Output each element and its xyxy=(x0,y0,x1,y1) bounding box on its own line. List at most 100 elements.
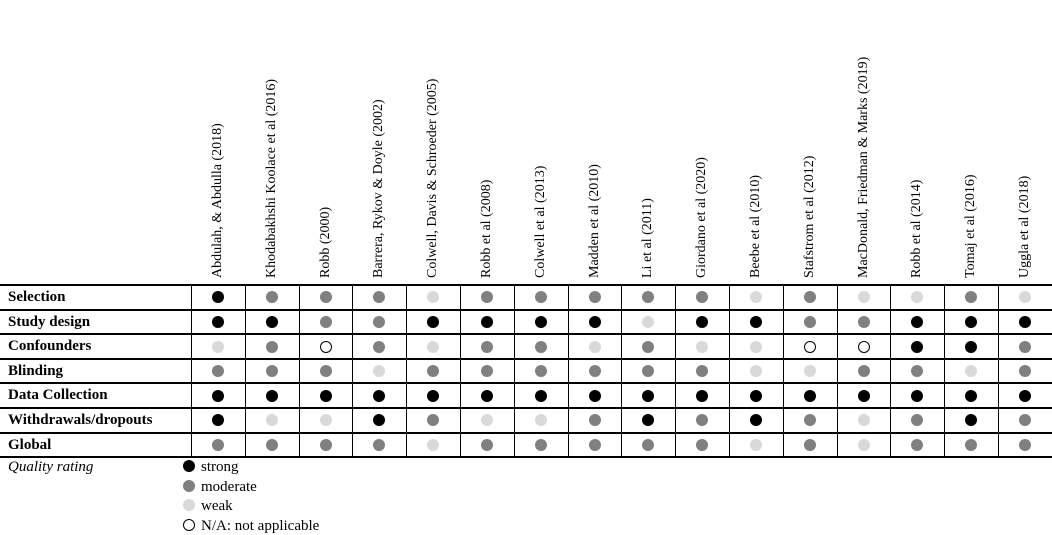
row-label: Study design xyxy=(8,313,91,330)
rating-dot-strong xyxy=(857,389,870,402)
rating-dot-moderate xyxy=(211,365,224,378)
rating-dot-moderate xyxy=(911,365,924,378)
rating-dot-moderate xyxy=(588,414,601,427)
row-label: Selection xyxy=(8,289,66,305)
rating-dot-moderate xyxy=(427,414,440,427)
rating-dot-moderate xyxy=(696,365,709,378)
rating-dot-weak xyxy=(1018,291,1031,304)
row-divider xyxy=(0,407,1052,409)
column-divider xyxy=(837,285,838,458)
legend-dot-moderate xyxy=(183,479,195,492)
row-divider xyxy=(0,308,1052,311)
rating-dot-strong xyxy=(588,389,601,402)
rating-dot-weak xyxy=(696,340,709,353)
legend-item-weak: weak xyxy=(183,497,233,515)
legend-label: strong xyxy=(201,459,239,475)
rating-dot-weak xyxy=(857,414,870,427)
rating-dot-strong xyxy=(534,389,547,402)
rating-dot-moderate xyxy=(1018,365,1031,378)
rating-dot-weak xyxy=(319,414,332,427)
rating-dot-weak xyxy=(749,365,762,378)
rating-dot-strong xyxy=(965,315,978,328)
rating-dot-strong xyxy=(1018,315,1031,328)
column-divider xyxy=(352,285,353,458)
rating-dot-moderate xyxy=(265,291,278,304)
rating-dot-moderate xyxy=(1018,438,1031,451)
rating-dot-weak xyxy=(427,438,440,451)
rating-dot-weak xyxy=(965,365,978,378)
rating-dot-strong xyxy=(911,315,924,328)
column-divider xyxy=(675,285,676,458)
rating-dot-strong xyxy=(265,315,278,328)
rating-dot-strong xyxy=(911,340,924,353)
rating-dot-moderate xyxy=(534,340,547,353)
rating-dot-strong xyxy=(211,291,224,304)
column-divider xyxy=(406,285,407,458)
rating-dot-strong xyxy=(749,389,762,402)
rating-dot-moderate xyxy=(696,438,709,451)
rating-dot-moderate xyxy=(588,438,601,451)
column-divider xyxy=(890,285,891,458)
rating-dot-moderate xyxy=(319,291,332,304)
rating-dot-moderate xyxy=(1018,414,1031,427)
column-header: Barrera, Rykov & Doyle (2002) xyxy=(371,99,387,278)
rating-dot-strong xyxy=(803,389,816,402)
column-header: Uggla et al (2018) xyxy=(1016,175,1032,278)
column-header: Robb et al (2008) xyxy=(478,179,494,278)
rating-dot-strong xyxy=(696,389,709,402)
rating-dot-strong xyxy=(427,389,440,402)
rating-dot-moderate xyxy=(265,340,278,353)
column-header: Khodabakhshi Koolace et al (2016) xyxy=(263,78,279,278)
rating-dot-moderate xyxy=(911,438,924,451)
rating-dot-strong xyxy=(911,389,924,402)
rating-dot-moderate xyxy=(211,438,224,451)
rating-dot-moderate xyxy=(803,315,816,328)
legend-title: Quality rating xyxy=(8,459,94,475)
rating-dot-moderate xyxy=(373,438,386,451)
rating-dot-strong xyxy=(534,315,547,328)
legend-item-na: N/A: not applicable xyxy=(183,517,319,535)
rating-dot-strong xyxy=(211,315,224,328)
column-divider xyxy=(568,285,569,458)
rating-dot-moderate xyxy=(319,315,332,328)
column-header: MacDonald, Friedman & Marks (2019) xyxy=(855,56,871,278)
legend-label: moderate xyxy=(201,478,257,495)
column-divider xyxy=(460,285,461,458)
rating-dot-strong xyxy=(427,315,440,328)
rating-dot-moderate xyxy=(373,315,386,328)
rating-dot-na xyxy=(857,340,870,353)
rating-dot-moderate xyxy=(642,365,655,378)
rating-dot-weak xyxy=(803,365,816,378)
rating-dot-moderate xyxy=(857,315,870,328)
legend-item-strong: strong xyxy=(183,458,239,476)
column-header: Abdulah, & Abdulla (2018) xyxy=(209,123,225,278)
rating-dot-moderate xyxy=(1018,340,1031,353)
column-header: Beebe et al (2010) xyxy=(747,174,763,278)
rating-dot-strong xyxy=(480,315,493,328)
rating-dot-weak xyxy=(749,438,762,451)
rating-dot-weak xyxy=(588,340,601,353)
legend-item-moderate: moderate xyxy=(183,478,257,496)
rating-dot-strong xyxy=(965,340,978,353)
rating-dot-moderate xyxy=(319,438,332,451)
legend-dot-strong xyxy=(183,460,195,472)
rating-dot-weak xyxy=(749,291,762,304)
rating-dot-weak xyxy=(642,315,655,328)
rating-dot-moderate xyxy=(803,414,816,427)
rating-dot-weak xyxy=(427,340,440,353)
rating-dot-moderate xyxy=(965,291,978,304)
rating-dot-moderate xyxy=(588,365,601,378)
rating-dot-moderate xyxy=(642,438,655,451)
row-divider xyxy=(0,357,1052,360)
rating-dot-moderate xyxy=(911,414,924,427)
rating-dot-weak xyxy=(857,438,870,451)
rating-dot-moderate xyxy=(803,438,816,451)
rating-dot-weak xyxy=(211,340,224,353)
rating-dot-moderate xyxy=(534,438,547,451)
rating-dot-moderate xyxy=(480,438,493,451)
rating-dot-na xyxy=(803,340,816,353)
row-divider xyxy=(0,456,1052,459)
rating-dot-weak xyxy=(857,291,870,304)
column-header: Stafstrom et al (2012) xyxy=(801,155,817,278)
